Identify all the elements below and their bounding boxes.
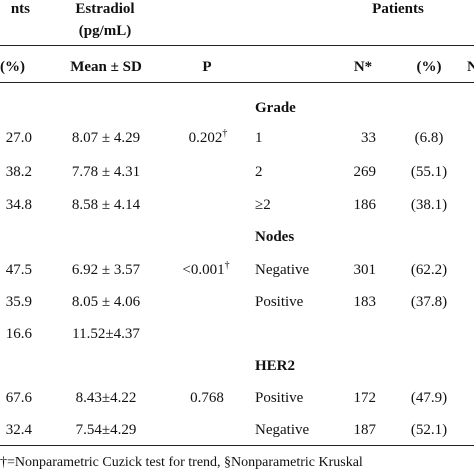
p-value-nodes: <0.001†	[182, 260, 230, 279]
header-sub-pct-right: (%)	[416, 59, 442, 75]
row-left-mean: 7.54±4.29	[75, 422, 137, 438]
row-left-pct: 34.8	[5, 197, 32, 213]
row-right-n: 187	[353, 422, 377, 438]
header-estradiol-title: Estradiol	[75, 1, 135, 17]
row-right-label: Positive	[255, 390, 304, 406]
row-right-n: 33	[361, 130, 376, 146]
header-estradiol-unit: (pg/mL)	[78, 23, 132, 39]
header-sub-p: P	[202, 59, 212, 75]
row-left-mean: 8.58 ± 4.14	[71, 197, 141, 213]
row-left-mean: 7.78 ± 4.31	[71, 164, 141, 180]
header-col-partial-left: nts	[10, 1, 30, 17]
row-left-mean: 11.52±4.37	[72, 326, 140, 342]
p-value-her2: 0.768	[190, 390, 224, 406]
section-her2: HER2	[255, 358, 296, 374]
row-right-pct: (47.9)	[410, 390, 448, 406]
header-sub-n: N*	[353, 59, 373, 75]
row-left-mean: 6.92 ± 3.57	[71, 262, 141, 278]
p-value-grade: 0.202†	[188, 128, 228, 147]
row-left-mean: 8.05 ± 4.06	[71, 294, 141, 310]
dagger-mark: †	[222, 128, 228, 139]
row-left-pct: 27.0	[5, 130, 32, 146]
row-right-n: 183	[353, 294, 377, 310]
row-right-label: 2	[255, 164, 263, 180]
row-right-n: 186	[353, 197, 377, 213]
header-rule-bottom	[0, 82, 474, 83]
row-left-pct: 67.6	[5, 390, 32, 406]
dagger-mark: †	[224, 260, 230, 271]
row-left-pct: 35.9	[5, 294, 32, 310]
header-patients-title: Patients	[372, 1, 424, 17]
row-right-label: Positive	[255, 294, 304, 310]
row-right-pct: (52.1)	[410, 422, 448, 438]
header-sub-pct-left: (%)	[0, 59, 25, 75]
row-left-pct: 32.4	[5, 422, 32, 438]
row-right-label: ≥2	[255, 197, 271, 213]
row-right-pct: (62.2)	[410, 262, 448, 278]
row-right-n: 269	[353, 164, 377, 180]
table-bottom-rule	[0, 445, 474, 446]
row-right-pct: (55.1)	[410, 164, 448, 180]
row-right-label: 1	[255, 130, 263, 146]
footnote: †=Nonparametric Cuzick test for trend, §…	[0, 455, 363, 470]
row-right-pct: (38.1)	[410, 197, 448, 213]
row-right-label: Negative	[255, 422, 310, 438]
row-left-pct: 38.2	[5, 164, 32, 180]
row-right-n: 301	[353, 262, 377, 278]
row-right-label: Negative	[255, 262, 310, 278]
header-sub-partial-right: N	[467, 59, 474, 75]
row-right-n: 172	[353, 390, 377, 406]
row-right-pct: (37.8)	[410, 294, 448, 310]
row-left-mean: 8.43±4.22	[75, 390, 137, 406]
section-nodes: Nodes	[255, 229, 295, 245]
row-left-pct: 16.6	[5, 326, 32, 342]
row-left-pct: 47.5	[5, 262, 32, 278]
row-left-mean: 8.07 ± 4.29	[71, 130, 141, 146]
row-right-pct: (6.8)	[414, 130, 444, 146]
header-rule-top	[0, 45, 474, 46]
header-sub-mean-sd: Mean ± SD	[70, 59, 142, 75]
section-grade: Grade	[255, 100, 296, 116]
